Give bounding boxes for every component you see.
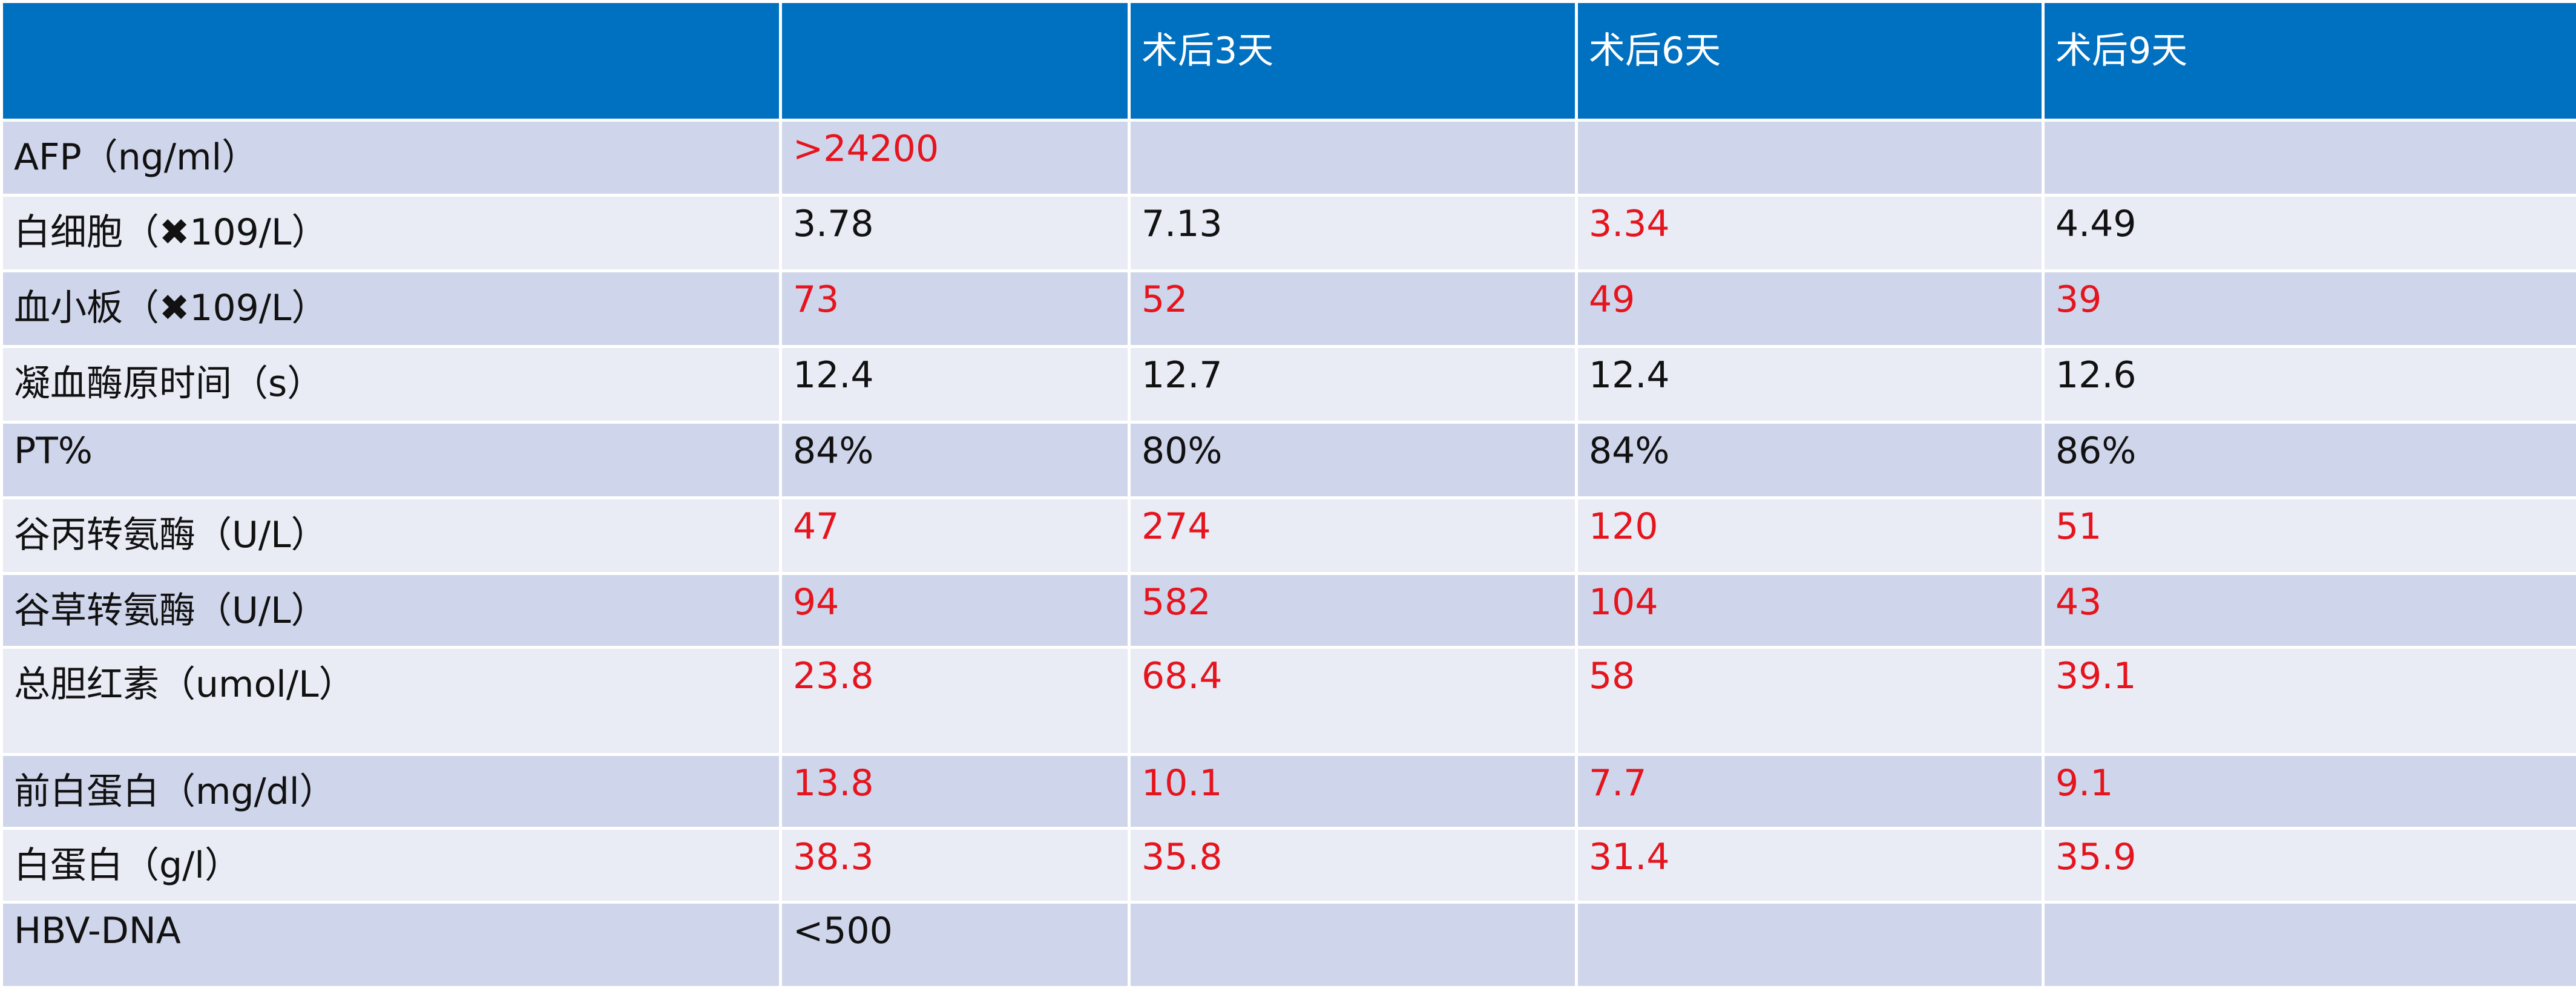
row-label: 前白蛋白（mg/dl） bbox=[2, 755, 781, 829]
value-cell bbox=[1577, 120, 2043, 196]
value-cell: 39 bbox=[2043, 271, 2576, 347]
value-cell: 94 bbox=[781, 574, 1129, 648]
value-cell: 38.3 bbox=[781, 829, 1129, 902]
value-cell: 86% bbox=[2043, 422, 2576, 498]
value-cell bbox=[1129, 120, 1577, 196]
value-cell: 7.13 bbox=[1129, 196, 1577, 271]
value-cell: 35.8 bbox=[1129, 829, 1577, 902]
header-cell: 术后9天 bbox=[2043, 2, 2576, 120]
value-cell: 49 bbox=[1577, 271, 2043, 347]
value-cell: 10.1 bbox=[1129, 755, 1577, 829]
value-cell: 104 bbox=[1577, 574, 2043, 648]
row-label: 白蛋白（g/l） bbox=[2, 829, 781, 902]
table-row: AFP（ng/ml）>24200 bbox=[2, 120, 2576, 196]
header-cell bbox=[2, 2, 781, 120]
header-row: 术后3天术后6天术后9天 bbox=[2, 2, 2576, 120]
row-label: AFP（ng/ml） bbox=[2, 120, 781, 196]
value-cell: 84% bbox=[781, 422, 1129, 498]
value-cell: 84% bbox=[1577, 422, 2043, 498]
row-label: 血小板（✖109/L） bbox=[2, 271, 781, 347]
value-cell: 12.6 bbox=[2043, 347, 2576, 422]
table-row: PT%84%80%84%86% bbox=[2, 422, 2576, 498]
value-cell: 9.1 bbox=[2043, 755, 2576, 829]
row-label: HBV-DNA bbox=[2, 902, 781, 988]
value-cell bbox=[1129, 902, 1577, 988]
value-cell: 39.1 bbox=[2043, 648, 2576, 755]
value-cell: <500 bbox=[781, 902, 1129, 988]
value-cell: 274 bbox=[1129, 498, 1577, 574]
value-cell: 120 bbox=[1577, 498, 2043, 574]
value-cell: 4.49 bbox=[2043, 196, 2576, 271]
value-cell: 3.78 bbox=[781, 196, 1129, 271]
value-cell: 582 bbox=[1129, 574, 1577, 648]
value-cell: 23.8 bbox=[781, 648, 1129, 755]
value-cell: 80% bbox=[1129, 422, 1577, 498]
header-cell: 术后6天 bbox=[1577, 2, 2043, 120]
value-cell: 68.4 bbox=[1129, 648, 1577, 755]
value-cell: 58 bbox=[1577, 648, 2043, 755]
row-label: 谷丙转氨酶（U/L） bbox=[2, 498, 781, 574]
value-cell: 12.4 bbox=[781, 347, 1129, 422]
value-cell: 43 bbox=[2043, 574, 2576, 648]
value-cell: 12.4 bbox=[1577, 347, 2043, 422]
value-cell bbox=[2043, 902, 2576, 988]
row-label: 凝血酶原时间（s） bbox=[2, 347, 781, 422]
value-cell: 13.8 bbox=[781, 755, 1129, 829]
row-label: 谷草转氨酶（U/L） bbox=[2, 574, 781, 648]
value-cell: 73 bbox=[781, 271, 1129, 347]
value-cell: 47 bbox=[781, 498, 1129, 574]
header-cell bbox=[781, 2, 1129, 120]
row-label: 总胆红素（umol/L） bbox=[2, 648, 781, 755]
value-cell: >24200 bbox=[781, 120, 1129, 196]
value-cell: 35.9 bbox=[2043, 829, 2576, 902]
value-cell: 3.34 bbox=[1577, 196, 2043, 271]
value-cell bbox=[2043, 120, 2576, 196]
table-row: HBV-DNA<500 bbox=[2, 902, 2576, 988]
value-cell: 7.7 bbox=[1577, 755, 2043, 829]
value-cell: 12.7 bbox=[1129, 347, 1577, 422]
row-label: 白细胞（✖109/L） bbox=[2, 196, 781, 271]
value-cell bbox=[1577, 902, 2043, 988]
value-cell: 52 bbox=[1129, 271, 1577, 347]
value-cell: 51 bbox=[2043, 498, 2576, 574]
value-cell: 31.4 bbox=[1577, 829, 2043, 902]
row-label: PT% bbox=[2, 422, 781, 498]
header-cell: 术后3天 bbox=[1129, 2, 1577, 120]
